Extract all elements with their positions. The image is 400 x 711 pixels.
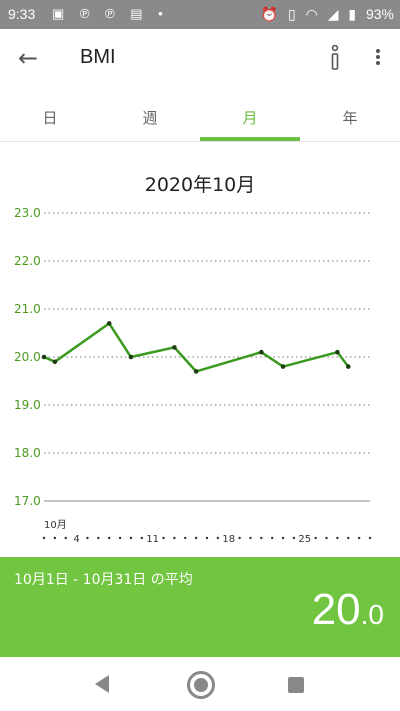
x-day-dot [249,536,252,540]
x-day-dot [118,536,122,540]
tab-day[interactable]: 日 [42,109,58,127]
x-day-dot [325,536,328,540]
x-day-dot [140,536,143,540]
x-day-dot [292,536,296,540]
x-day-dot [42,536,46,540]
x-tick-label: 11 [146,534,159,545]
average-value: 20.0 [312,585,384,635]
x-tick-label: 4 [73,534,79,545]
data-point [345,364,351,369]
tab-week[interactable]: 週 [142,109,158,127]
battery-icon: ▮ [348,6,357,22]
status-time: 9:33 [8,6,36,22]
system-nav-bar [0,659,400,711]
x-day-dot [281,536,285,540]
tab-year[interactable]: 年 [342,109,358,127]
x-day-dot [86,536,89,540]
x-day-dot [347,536,350,540]
data-point [259,349,264,355]
x-day-dot [336,536,339,540]
chart-title: 2020年10月 [144,174,256,196]
vibrate-icon: ▯ [287,6,296,22]
page-title: BMI [80,46,116,68]
x-day-dot [173,536,176,540]
tab-month[interactable]: 月 [200,95,300,141]
nav-home-icon[interactable] [187,671,215,699]
more-options-icon[interactable] [374,47,382,69]
wifi-icon: ◠ [305,6,318,22]
data-point [172,345,177,350]
x-day-dot [194,536,198,540]
app-bar: ← BMI [0,29,400,89]
x-day-dot [271,536,274,540]
data-point [335,349,340,355]
x-day-dot [162,536,165,540]
x-day-dot [260,536,263,540]
notification-icons: ▣ ℗ ℗ ▤ • [52,6,169,21]
average-panel: 10月1日 - 10月31日 の平均 20.0 [0,557,400,657]
x-day-dot [64,536,67,540]
data-point [106,321,112,326]
back-arrow-icon[interactable]: ← [18,44,39,72]
period-tabs: 日 週 月 年 [0,95,400,142]
x-month-label: 10月 [44,519,67,531]
x-day-dot [368,536,372,540]
data-point [128,354,134,360]
y-tick-label: 17.0 [14,494,41,508]
x-tick-label: 18 [222,534,235,545]
y-tick-label: 21.0 [14,302,41,316]
x-day-dot [108,536,111,540]
x-tick-label: 25 [298,534,311,545]
nav-back-icon[interactable] [95,675,109,693]
x-day-dot [184,536,187,540]
signal-icon: ◢ [327,6,339,22]
x-day-dot [238,536,241,540]
y-tick-label: 22.0 [14,254,41,268]
y-tick-label: 20.0 [14,350,41,364]
x-day-dot [129,536,133,540]
y-tick-label: 19.0 [14,398,41,412]
battery-percent: 93% [365,6,394,22]
alarm-icon: ⏰ [260,6,279,22]
average-value-int: 20 [311,585,361,634]
status-bar: 9:33 ▣ ℗ ℗ ▤ • ⏰ ▯ ◠ ◢ ▮ 93% [0,0,400,29]
x-day-dot [357,536,361,540]
x-day-dot [205,536,209,540]
data-point [193,369,199,374]
status-right: ⏰ ▯ ◠ ◢ ▮ 93% [255,6,394,23]
data-point [280,364,286,369]
data-point [52,359,58,365]
y-tick-label: 23.0 [14,206,41,220]
nav-recents-icon[interactable] [288,677,304,693]
y-tick-label: 18.0 [14,446,41,460]
series-line [43,322,350,373]
data-point [41,354,47,360]
x-day-dot [97,536,100,540]
average-label: 10月1日 - 10月31日 の平均 [14,572,193,588]
x-day-dot [216,536,220,540]
x-day-dot [53,536,57,540]
info-icon[interactable] [330,44,340,71]
average-value-decimal: .0 [360,599,384,630]
x-day-dot [314,536,317,540]
